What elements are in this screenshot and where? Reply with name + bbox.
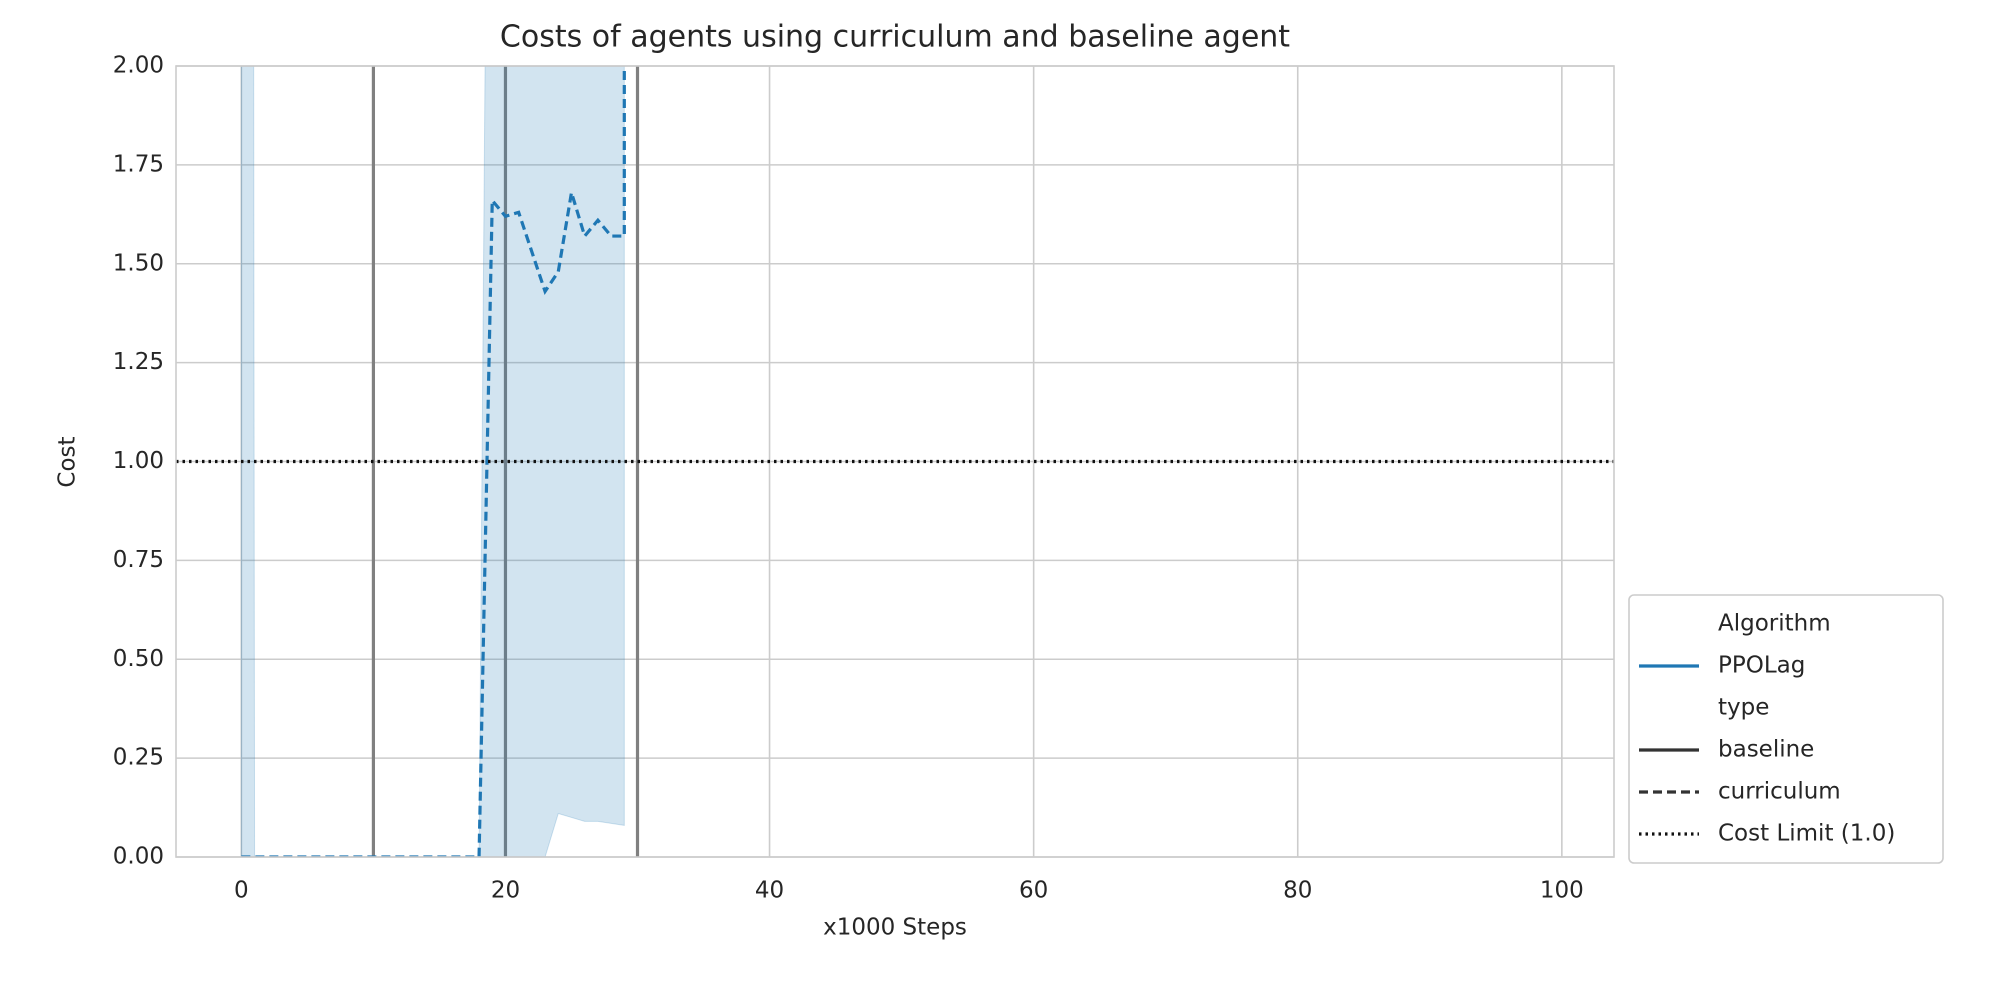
x-axis-label: x1000 Steps [823, 915, 967, 941]
x-tick-label: 80 [1283, 878, 1312, 904]
x-tick-label: 0 [234, 878, 249, 904]
y-tick-label: 0.75 [113, 547, 164, 573]
confidence-band [240, 66, 625, 857]
legend-label: PPOLag [1718, 653, 1805, 679]
x-tick-label: 20 [491, 878, 520, 904]
y-tick-label: 1.00 [113, 448, 164, 474]
legend-label: curriculum [1718, 779, 1841, 805]
y-tick-label: 2.00 [113, 53, 164, 79]
y-tick-label: 0.50 [113, 646, 164, 672]
y-tick-label: 1.25 [113, 349, 164, 375]
legend-label: Algorithm [1718, 611, 1831, 637]
y-tick-label: 1.50 [113, 250, 164, 276]
plot-area [176, 66, 1614, 857]
chart-title: Costs of agents using curriculum and bas… [500, 20, 1290, 55]
y-tick-label: 1.75 [113, 151, 164, 177]
legend-label: type [1718, 695, 1769, 721]
x-tick-label: 40 [755, 878, 784, 904]
legend-label: baseline [1718, 737, 1814, 763]
y-tick-label: 0.00 [113, 844, 164, 870]
x-tick-label: 60 [1019, 878, 1048, 904]
legend-box [1628, 594, 1944, 864]
y-tick-label: 0.25 [113, 745, 164, 771]
x-tick-label: 100 [1540, 878, 1584, 904]
plot-frame [175, 65, 1615, 858]
legend-label: Cost Limit (1.0) [1718, 821, 1895, 847]
y-axis-label: Cost [55, 436, 81, 487]
